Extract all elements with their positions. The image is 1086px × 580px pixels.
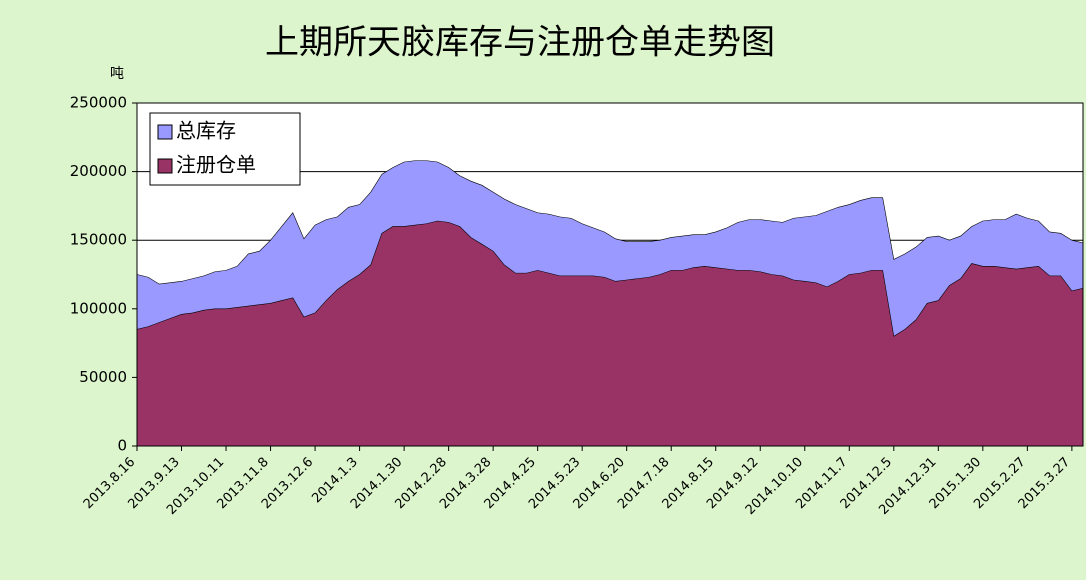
y-tick-label: 100000 (70, 299, 127, 317)
legend-swatch (157, 158, 173, 174)
legend-label: 注册仓单 (176, 153, 256, 177)
legend-swatch (157, 124, 173, 140)
plot-border (136, 102, 1084, 447)
area (136, 220, 1084, 447)
y-tick-label: 150000 (70, 231, 127, 249)
y-tick-label: 200000 (70, 162, 127, 180)
legend (149, 112, 301, 186)
y-tick-label: 250000 (70, 94, 127, 112)
y-axis-label: 吨 (110, 66, 124, 82)
legend-label: 总库存 (176, 119, 236, 143)
y-tick-label: 50000 (79, 368, 127, 386)
y-tick-label: 0 (117, 437, 127, 455)
chart-title: 上期所天胶库存与注册仓单走势图 (265, 23, 775, 63)
